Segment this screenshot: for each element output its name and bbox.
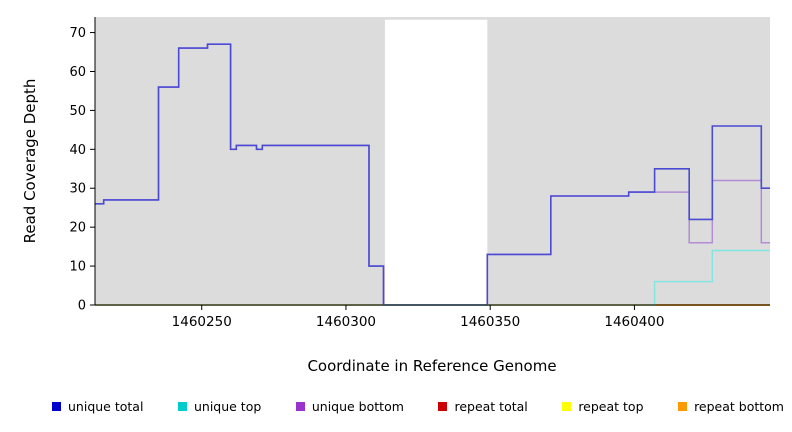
x-tick-label: 1460300 [316,314,376,330]
series-unique-total [95,43,770,306]
y-tick-label: 60 [69,65,86,80]
legend-swatch-icon [52,402,61,411]
x-tick-label: 1460250 [172,314,232,330]
legend-label: unique total [68,399,144,414]
legend-label: repeat bottom [694,399,784,414]
legend-swatch-icon [562,402,572,411]
y-tick-label: 50 [69,104,86,119]
x-tick-label: 1460400 [604,314,664,330]
y-axis-label: Read Coverage Depth [21,78,39,244]
legend-item: repeat top [562,399,644,414]
legend-item: unique total [52,399,143,414]
legend-label: unique bottom [311,399,404,414]
legend-swatch-icon [438,402,448,411]
legend-item: unique bottom [295,399,404,414]
x-axis-label: Coordinate in Reference Genome [307,357,557,375]
y-tick-label: 30 [69,182,86,197]
legend-label: repeat total [454,399,528,414]
legend-label: unique top [193,399,262,414]
y-tick-label: 40 [69,143,86,158]
y-tick-label: 0 [78,299,86,314]
legend-swatch-icon [295,402,305,411]
legend-swatch-icon [678,402,688,411]
legend: unique total unique top unique bottom repea… [0,399,792,414]
legend-item: repeat bottom [678,399,784,414]
legend-swatch-icon [177,402,187,411]
legend-item: unique top [177,399,262,414]
y-tick-label: 70 [69,26,86,41]
legend-label: repeat top [578,399,644,414]
coverage-gap-region [384,19,488,305]
y-tick-label: 20 [69,221,86,236]
x-tick-label: 1460350 [460,314,520,330]
y-tick-label: 10 [69,260,86,275]
legend-item: repeat total [438,399,528,414]
coverage-plot: 0 10 20 30 40 50 60 70 1460250 1460300 1460350 1460… [69,17,770,330]
